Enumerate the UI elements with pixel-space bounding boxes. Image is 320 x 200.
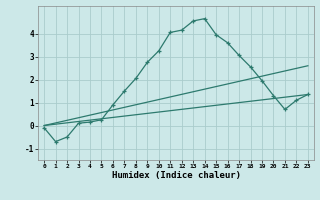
X-axis label: Humidex (Indice chaleur): Humidex (Indice chaleur) [111,171,241,180]
